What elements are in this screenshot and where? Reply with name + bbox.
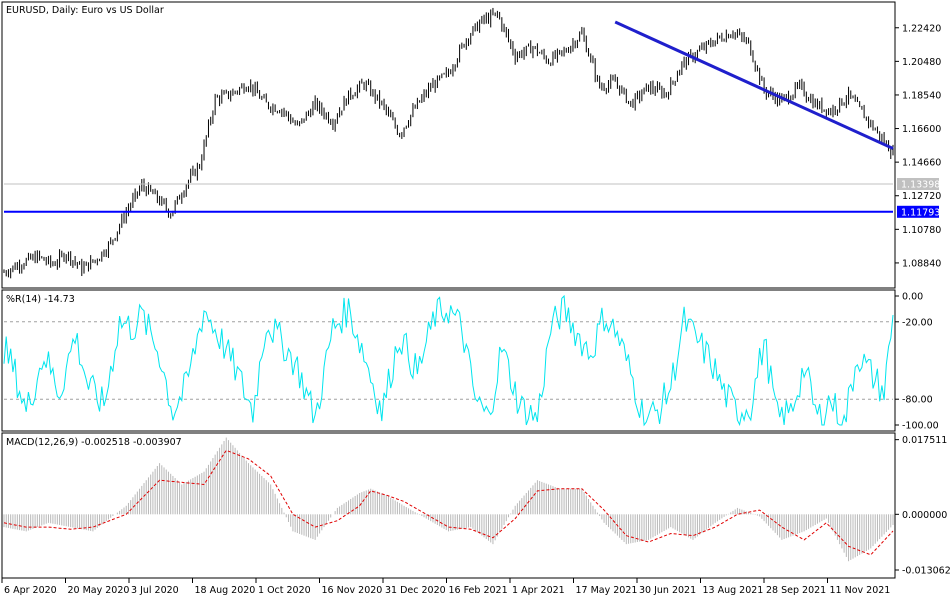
date-tick-label: 17 May 2021 — [576, 585, 638, 596]
price-bars-layer — [3, 7, 894, 279]
price-tick-label: 1.20480 — [902, 57, 941, 68]
wpr-panel-frame — [1, 289, 896, 432]
date-tick-label: 1 Oct 2020 — [258, 585, 311, 596]
wpr-tick-label: -80.00 — [902, 395, 933, 406]
wpr-tick-label: -20.00 — [902, 317, 933, 328]
price-tick-label: 1.12720 — [902, 191, 941, 202]
date-tick-label: 13 Aug 2021 — [703, 585, 764, 596]
current-price-label: 1.13398 — [901, 179, 940, 190]
price-tick-label: 1.10780 — [902, 225, 941, 236]
wpr-tick-label: 0.00 — [902, 292, 923, 303]
wpr-tick-label: -100.00 — [902, 421, 939, 432]
axes-layer: 1.22420 1.20480 1.18540 1.16600 1.14660 1.127… — [1, 23, 950, 596]
price-tick-label: 1.14660 — [902, 158, 941, 169]
price-chart-title: EURUSD, Daily: Euro vs US Dollar — [6, 5, 164, 16]
date-tick-label: 16 Nov 2020 — [322, 585, 383, 596]
date-tick-label: 11 Nov 2021 — [830, 585, 891, 596]
date-tick-label: 3 Jul 2020 — [131, 585, 179, 596]
date-tick-label: 1 Apr 2021 — [512, 585, 565, 596]
macd-tick-label: 0.017511 — [902, 435, 947, 446]
macd-tick-label: -0.013062 — [902, 566, 950, 577]
macd-signal-line — [3, 449, 894, 556]
date-tick-label: 28 Sep 2021 — [766, 585, 826, 596]
wpr-title: %R(14) -14.73 — [6, 294, 75, 305]
macd-tick-label: 0.000000 — [902, 510, 947, 521]
price-lines-layer — [4, 20, 894, 213]
macd-layer — [3, 437, 894, 562]
support-level-label: 1.11793 — [901, 207, 940, 218]
macd-title: MACD(12,26,9) -0.002518 -0.003907 — [6, 437, 182, 448]
price-tick-label: 1.22420 — [902, 23, 941, 34]
macd-panel-frame — [1, 432, 896, 579]
price-tick-label: 1.08840 — [902, 258, 941, 269]
date-tick-label: 31 Dec 2020 — [385, 585, 446, 596]
wpr-series-line — [3, 294, 894, 427]
support-level-tag — [897, 205, 939, 218]
wpr-layer — [3, 294, 894, 427]
price-tick-label: 1.16600 — [902, 124, 941, 135]
date-tick-label: 16 Feb 2021 — [449, 585, 508, 596]
date-tick-label: 20 May 2020 — [68, 585, 130, 596]
date-tick-label: 30 Jun 2021 — [639, 585, 696, 596]
price-tick-label: 1.18540 — [902, 90, 941, 101]
date-tick-label: 18 Aug 2020 — [195, 585, 256, 596]
price-panel-frame — [1, 1, 896, 289]
date-tick-label: 6 Apr 2020 — [4, 585, 57, 596]
current-price-tag — [897, 177, 939, 190]
downtrend-line — [614, 20, 894, 150]
